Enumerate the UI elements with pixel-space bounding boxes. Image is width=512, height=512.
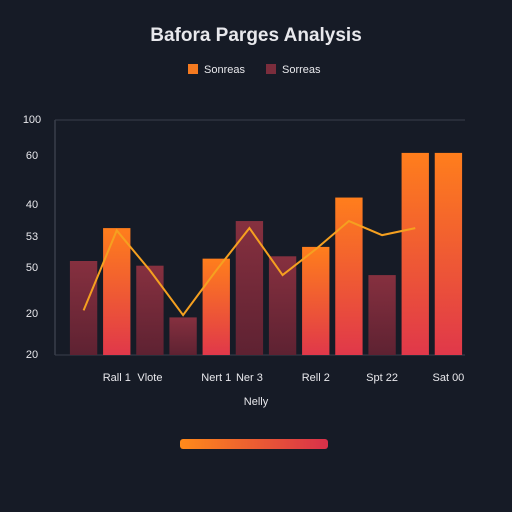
bar <box>202 258 230 355</box>
bar <box>136 265 164 355</box>
legend-swatch <box>188 64 198 74</box>
y-axis-label: 60 <box>26 150 38 162</box>
bar <box>368 275 396 355</box>
bar <box>235 221 264 355</box>
y-axis-label: 50 <box>26 262 38 274</box>
bar <box>401 152 429 355</box>
y-axis-label: 53 <box>26 231 38 243</box>
y-axis-label: 40 <box>26 199 38 211</box>
x-tick-label: Sat 00 <box>433 372 465 384</box>
x-tick-label: Vlote <box>137 372 162 384</box>
y-axis-label: 100 <box>23 114 41 126</box>
legend-label: Sonreas <box>204 64 245 76</box>
bar <box>169 317 197 355</box>
bar <box>335 197 363 355</box>
legend-label: Sorreas <box>282 64 321 76</box>
bar <box>268 256 297 355</box>
x-tick-label: Rall 1 <box>103 372 131 384</box>
x-tick-label: Rell 2 <box>302 372 330 384</box>
bar <box>103 228 131 355</box>
y-axis-label: 20 <box>26 308 38 320</box>
x-tick-label: Spt 22 <box>366 372 398 384</box>
bar <box>434 152 463 355</box>
chart-title: Bafora Parges Analysis <box>150 25 362 46</box>
x-axis-label: Nelly <box>244 396 269 408</box>
x-tick-label: Nert 1 <box>201 372 231 384</box>
y-axis-label: 20 <box>26 349 38 361</box>
legend-swatch <box>266 64 276 74</box>
decoration-bar <box>180 439 328 449</box>
trend-line <box>82 219 416 317</box>
x-tick-label: Ner 3 <box>236 372 263 384</box>
bar <box>302 246 330 355</box>
